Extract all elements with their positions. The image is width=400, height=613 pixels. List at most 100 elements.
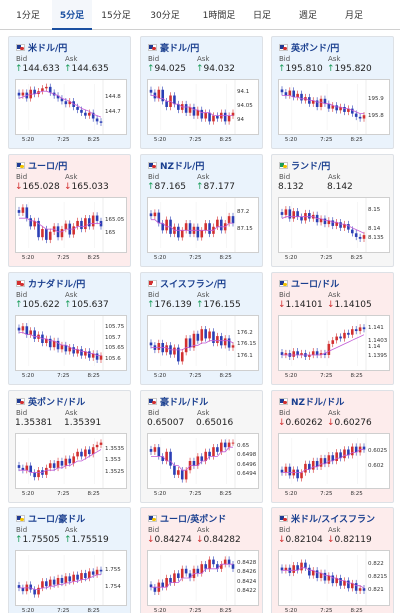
chart-svg [17, 434, 104, 488]
price-chart[interactable]: 87.2 87.15 [147, 197, 259, 253]
candle-body [339, 222, 342, 228]
pair-title[interactable]: 豪ドル/円 [160, 43, 200, 54]
candle-body [45, 581, 48, 587]
currency-panel[interactable]: 豪ドル/ドル Bid Ask 0.65007 0.65016 0.65 0.6498 0.64… [140, 390, 263, 503]
candle-body [308, 213, 311, 219]
currency-panel[interactable]: ユーロ/円 Bid Ask ↓165.028 ↓165.033 165.05 165 5:20… [8, 154, 131, 267]
candle-body [327, 455, 331, 464]
candle-body [347, 449, 350, 456]
candle-body [41, 581, 44, 588]
currency-panel[interactable]: 米ドル/スイスフラン Bid Ask ↓0.82104 ↓0.82119 0.822 0.8… [271, 507, 394, 613]
tab-1[interactable]: 5分足 [52, 0, 92, 30]
price-chart[interactable]: 0.822 0.8215 0.821 [278, 550, 390, 606]
price-chart[interactable]: 105.75 105.7 105.65 105.6 [15, 315, 127, 371]
pair-title[interactable]: 米ドル/スイスフラン [291, 514, 376, 525]
candle-body [212, 331, 215, 343]
candle-body [208, 331, 211, 339]
price-chart[interactable]: 165.05 165 [15, 197, 127, 253]
pair-title[interactable]: ユーロ/ドル [291, 279, 340, 290]
currency-panel[interactable]: 米ドル/円 Bid Ask ↑144.633 ↑144.635 144.8 144.7 5:2… [8, 36, 131, 149]
flag-icon [16, 161, 25, 169]
tab-3[interactable]: 30分足 [150, 11, 180, 21]
y-tick-label: 1.1395 [368, 352, 388, 359]
candle-body [339, 336, 342, 339]
pair-title[interactable]: カナダドル/円 [28, 279, 86, 290]
price-chart[interactable]: 1.141 1.1403 1.14 1.1395 [278, 315, 390, 371]
x-tick-label: 8:25 [87, 608, 100, 613]
tab-7[interactable]: 月足 [344, 11, 363, 21]
price-chart[interactable]: 1.3535 1.353 1.3525 [15, 433, 127, 489]
tab-2[interactable]: 15分足 [101, 11, 131, 21]
pair-title[interactable]: ランド/円 [291, 161, 331, 172]
price-chart[interactable]: 1.755 1.754 [15, 550, 127, 606]
currency-panel[interactable]: ユーロ/英ポンド Bid Ask ↓0.84274 ↓0.84282 0.8428 0.84… [140, 507, 263, 613]
bid-label: Bid [16, 291, 28, 299]
candle-body [216, 336, 219, 343]
pair-title[interactable]: NZドル/円 [160, 161, 205, 172]
flag-icon [148, 161, 157, 169]
candle-body [223, 112, 227, 122]
currency-panel[interactable]: NZドル/ドル Bid Ask ↓0.60262 ↓0.60276 0.6025 0.602… [271, 390, 394, 503]
price-chart[interactable]: 144.8 144.7 [15, 79, 127, 135]
candle-body [184, 568, 188, 574]
candle-body [208, 112, 211, 122]
candle-body [319, 218, 323, 223]
y-tick-label: 0.822 [368, 561, 384, 568]
candle-body [347, 224, 350, 230]
currency-panel[interactable]: スイスフラン/円 Bid Ask ↑176.139 ↑176.155 176.2 176.1… [140, 272, 263, 385]
timeframe-tabs: 1分足 5分足 15分足 30分足 1時間足 日足 週足 月足 [0, 0, 400, 30]
pair-title[interactable]: 英ポンド/円 [291, 43, 340, 54]
pair-title[interactable]: NZドル/ドル [291, 397, 345, 408]
candle-body [29, 218, 33, 227]
price-chart[interactable]: 0.65 0.6498 0.6496 0.6494 [147, 433, 259, 489]
candle-body [95, 569, 99, 575]
pair-title[interactable]: ユーロ/英ポンド [160, 514, 227, 525]
pair-title[interactable]: 米ドル/円 [28, 43, 68, 54]
candle-body [231, 442, 235, 444]
candle-body [84, 573, 87, 578]
currency-panel[interactable]: ユーロ/ドル Bid Ask ↓1.14101 ↓1.14105 1.141 1.1403 1… [271, 272, 394, 385]
tab-4[interactable]: 1時間足 [202, 11, 236, 21]
candle-body [347, 332, 350, 335]
pair-title[interactable]: ユーロ/円 [28, 161, 68, 172]
price-chart[interactable]: 94.1 94.05 94 [147, 79, 259, 135]
currency-panel[interactable]: カナダドル/円 Bid Ask ↑105.622 ↑105.637 105.75 105.7… [8, 272, 131, 385]
price-chart[interactable]: 195.9 195.8 [278, 79, 390, 135]
currency-panel[interactable]: 英ポンド/ドル Bid Ask 1.35381 1.35391 1.3535 1.353 1.… [8, 390, 131, 503]
y-tick-label: 0.821 [368, 586, 384, 593]
candle-body [227, 338, 231, 348]
candle-body [188, 223, 192, 234]
currency-panel[interactable]: 英ポンド/円 Bid Ask ↑195.810 ↑195.820 195.9 195.8 5:… [271, 36, 394, 149]
price-chart[interactable]: 176.2 176.15 176.1 [147, 315, 259, 371]
tab-5[interactable]: 日足 [252, 11, 271, 21]
pair-title[interactable]: スイスフラン/円 [160, 279, 227, 290]
candle-body [68, 458, 72, 464]
currency-panel[interactable]: 豪ドル/円 Bid Ask ↑94.025 ↑94.032 94.1 94.05 94 5:20… [140, 36, 263, 149]
tab-0[interactable]: 1分足 [16, 11, 40, 21]
price-chart[interactable]: 0.8428 0.8426 0.8424 0.8422 [147, 550, 259, 606]
candle-body [300, 472, 303, 479]
tab-6[interactable]: 週足 [298, 11, 317, 21]
pair-title[interactable]: ユーロ/豪ドル [28, 514, 86, 525]
chart-svg [17, 551, 104, 605]
x-tick-label: 8:25 [219, 373, 232, 379]
pair-title[interactable]: 豪ドル/ドル [160, 397, 209, 408]
currency-panel[interactable]: ユーロ/豪ドル Bid Ask ↑1.75505 ↑1.75519 1.755 1.754 5… [8, 507, 131, 613]
x-tick-label: 8:25 [350, 491, 363, 497]
candle-body [91, 447, 95, 455]
candle-body [362, 588, 366, 591]
y-tick-label: 105.6 [105, 355, 121, 362]
candle-body [216, 447, 219, 452]
candle-body [33, 220, 36, 227]
ma-line [282, 334, 365, 356]
price-chart[interactable]: 0.6025 0.602 [278, 433, 390, 489]
price-chart[interactable]: 8.15 8.14 8.135 [278, 197, 390, 253]
pair-title[interactable]: 英ポンド/ドル [28, 397, 86, 408]
candle-body [21, 92, 25, 96]
candle-body [319, 572, 323, 578]
currency-panel[interactable]: NZドル/円 Bid Ask ↑87.165 ↑87.177 87.2 87.15 5:20 7… [140, 154, 263, 267]
candle-body [149, 449, 153, 452]
bid-value: 1.35381 [15, 418, 52, 428]
ask-label: Ask [197, 173, 210, 181]
currency-panel[interactable]: ランド/円 Bid Ask 8.132 8.142 8.15 8.14 8.135 5:20 7:… [271, 154, 394, 267]
